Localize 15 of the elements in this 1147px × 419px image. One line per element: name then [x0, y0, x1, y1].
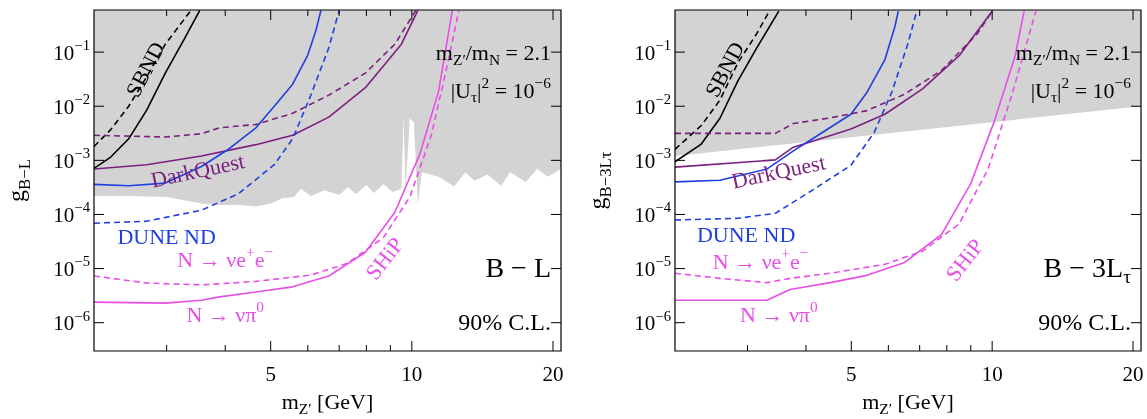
- y-axis-title: gB−L: [3, 159, 34, 202]
- x-tick-label: 5: [265, 361, 276, 386]
- x-tick-label: 10: [981, 361, 1003, 386]
- annotation: B − L: [485, 251, 552, 283]
- x-tick-label: 5: [846, 361, 857, 386]
- x-tick-label: 20: [542, 361, 564, 386]
- annotation: SBND: [120, 37, 170, 102]
- annotation: 90% C.L.: [458, 309, 552, 336]
- annotation: DarkQuest: [729, 149, 828, 194]
- x-tick-label: 20: [1122, 361, 1144, 386]
- annotation: DarkQuest: [148, 148, 247, 193]
- annotation: SBND: [699, 37, 750, 102]
- y-axis-title: gB−3Lτ: [584, 151, 615, 210]
- annotation: 90% C.L.: [1038, 309, 1132, 336]
- x-tick-label: 10: [401, 361, 423, 386]
